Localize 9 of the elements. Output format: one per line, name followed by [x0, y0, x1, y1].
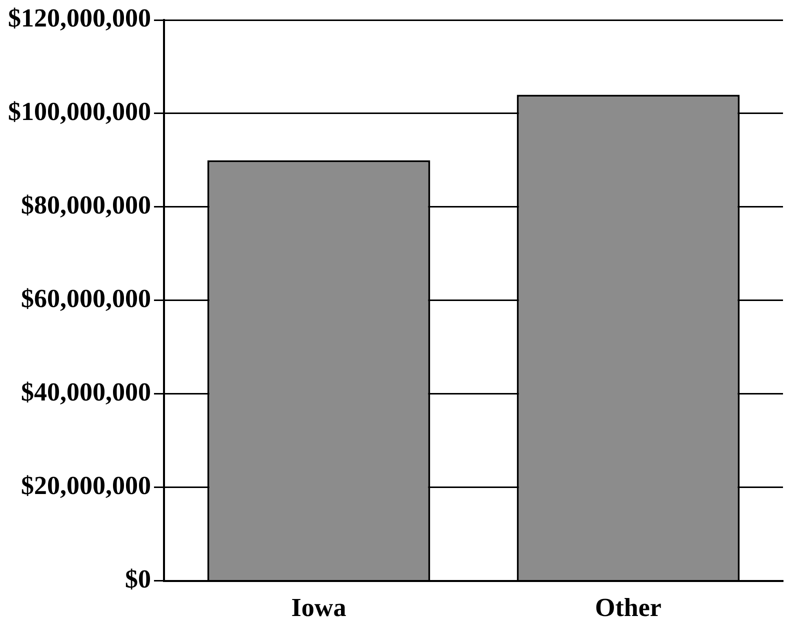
y-tick-label: $80,000,000: [21, 190, 151, 220]
y-tick-label: $0: [125, 564, 151, 594]
y-tick-label: $20,000,000: [21, 471, 151, 500]
y-tick-label: $100,000,000: [8, 97, 151, 126]
y-tick-label: $40,000,000: [21, 378, 151, 407]
y-tick-label: $120,000,000: [8, 4, 151, 33]
x-tick-label: Other: [595, 593, 662, 622]
x-tick-label: Iowa: [291, 593, 346, 622]
y-tick-label: $60,000,000: [21, 284, 151, 314]
